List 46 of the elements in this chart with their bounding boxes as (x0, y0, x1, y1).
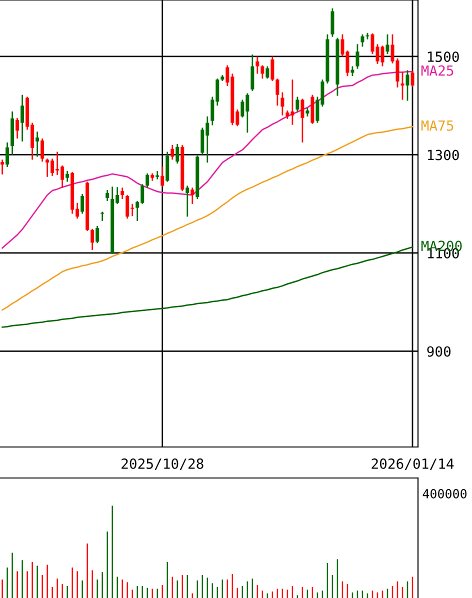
candlestick (300, 98, 304, 144)
y-tick-label: 900 (427, 346, 451, 357)
candlestick (106, 189, 110, 202)
candlestick (20, 94, 24, 142)
candlestick (276, 78, 280, 106)
line-series (2, 246, 414, 328)
series-label: MA25 (421, 65, 454, 76)
series-label: MA75 (421, 120, 454, 131)
candlestick (250, 54, 254, 92)
candlestick (190, 186, 194, 205)
candlestick (156, 170, 160, 180)
candlestick (386, 34, 390, 55)
candlestick (260, 64, 264, 80)
candlestick (296, 96, 300, 112)
candlestick (400, 71, 404, 100)
candlestick (146, 172, 150, 188)
candlestick (66, 170, 70, 182)
candlestick (186, 184, 190, 218)
x-tick-label: 2025/10/28 (122, 458, 204, 470)
candlestick (36, 130, 40, 158)
candlestick (280, 92, 284, 116)
candlestick (120, 186, 124, 200)
candlestick (6, 142, 10, 168)
candlestick (360, 34, 364, 48)
candlestick (406, 70, 410, 102)
candlestick (160, 166, 164, 188)
candlestick (0, 158, 4, 176)
candlestick (16, 117, 20, 140)
y-tick-label: 1500 (428, 51, 459, 62)
candlestick (266, 66, 270, 80)
candlestick (170, 144, 174, 160)
candlestick (270, 56, 274, 82)
text: 400000 (422, 489, 467, 498)
candlestick (256, 56, 260, 74)
candlestick (330, 8, 334, 38)
candlestick (356, 44, 360, 70)
line-series (2, 126, 414, 311)
candlestick (90, 228, 94, 251)
y-tick-label: 1300 (428, 150, 459, 160)
candlestick (100, 211, 104, 222)
candlestick (96, 225, 100, 244)
candlestick (80, 193, 84, 214)
candlestick (410, 70, 414, 88)
candlestick (176, 143, 180, 164)
candlestick (40, 138, 44, 162)
x-tick-label: 2026/01/14 (372, 458, 454, 470)
